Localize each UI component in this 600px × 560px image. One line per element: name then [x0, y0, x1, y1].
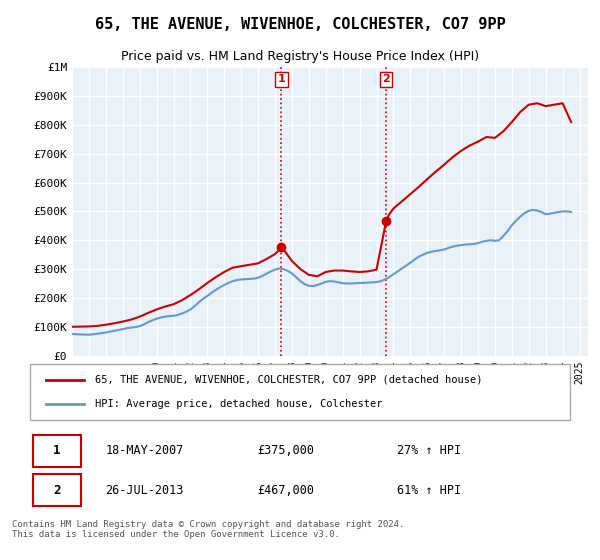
Text: £467,000: £467,000 [257, 484, 314, 497]
Text: 26-JUL-2013: 26-JUL-2013 [106, 484, 184, 497]
Text: 2: 2 [53, 484, 61, 497]
FancyBboxPatch shape [33, 474, 82, 506]
Text: 18-MAY-2007: 18-MAY-2007 [106, 444, 184, 457]
Text: £375,000: £375,000 [257, 444, 314, 457]
Text: 27% ↑ HPI: 27% ↑ HPI [397, 444, 461, 457]
FancyBboxPatch shape [30, 364, 570, 420]
Text: 61% ↑ HPI: 61% ↑ HPI [397, 484, 461, 497]
Text: HPI: Average price, detached house, Colchester: HPI: Average price, detached house, Colc… [95, 399, 382, 409]
Text: Price paid vs. HM Land Registry's House Price Index (HPI): Price paid vs. HM Land Registry's House … [121, 50, 479, 63]
Text: 1: 1 [53, 444, 61, 457]
Text: 65, THE AVENUE, WIVENHOE, COLCHESTER, CO7 9PP: 65, THE AVENUE, WIVENHOE, COLCHESTER, CO… [95, 17, 505, 32]
FancyBboxPatch shape [33, 435, 82, 467]
Text: 65, THE AVENUE, WIVENHOE, COLCHESTER, CO7 9PP (detached house): 65, THE AVENUE, WIVENHOE, COLCHESTER, CO… [95, 375, 482, 385]
Text: 1: 1 [278, 74, 286, 85]
Text: 2: 2 [382, 74, 390, 85]
Text: Contains HM Land Registry data © Crown copyright and database right 2024.
This d: Contains HM Land Registry data © Crown c… [12, 520, 404, 539]
